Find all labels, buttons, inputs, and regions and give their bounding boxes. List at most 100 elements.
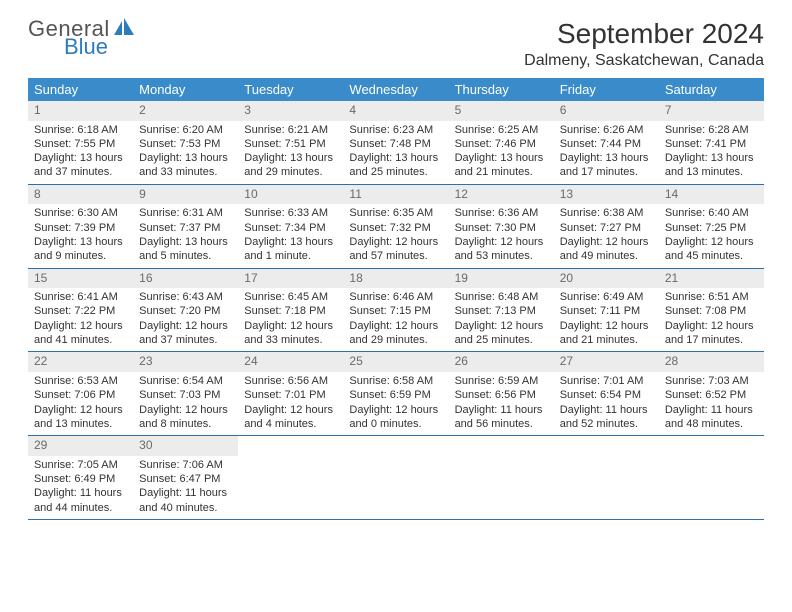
- day-body: Sunrise: 6:59 AMSunset: 6:56 PMDaylight:…: [449, 372, 554, 435]
- day-cell: 21Sunrise: 6:51 AMSunset: 7:08 PMDayligh…: [659, 269, 764, 352]
- daylight-line: Daylight: 11 hours and 52 minutes.: [560, 403, 653, 432]
- week-row: 15Sunrise: 6:41 AMSunset: 7:22 PMDayligh…: [28, 269, 764, 353]
- day-cell: 12Sunrise: 6:36 AMSunset: 7:30 PMDayligh…: [449, 185, 554, 268]
- sunset-line: Sunset: 6:49 PM: [34, 472, 127, 486]
- day-number: 4: [343, 101, 448, 121]
- day-number: 7: [659, 101, 764, 121]
- sunset-line: Sunset: 7:39 PM: [34, 221, 127, 235]
- day-body: Sunrise: 6:35 AMSunset: 7:32 PMDaylight:…: [343, 204, 448, 267]
- day-cell: 17Sunrise: 6:45 AMSunset: 7:18 PMDayligh…: [238, 269, 343, 352]
- sunrise-line: Sunrise: 6:31 AM: [139, 206, 232, 220]
- weekday-header: Saturday: [659, 78, 764, 101]
- week-row: 29Sunrise: 7:05 AMSunset: 6:49 PMDayligh…: [28, 436, 764, 520]
- day-number: 25: [343, 352, 448, 372]
- day-number: 24: [238, 352, 343, 372]
- daylight-line: Daylight: 12 hours and 25 minutes.: [455, 319, 548, 348]
- weeks-container: 1Sunrise: 6:18 AMSunset: 7:55 PMDaylight…: [28, 101, 764, 520]
- day-cell: 23Sunrise: 6:54 AMSunset: 7:03 PMDayligh…: [133, 352, 238, 435]
- daylight-line: Daylight: 12 hours and 0 minutes.: [349, 403, 442, 432]
- daylight-line: Daylight: 11 hours and 44 minutes.: [34, 486, 127, 515]
- daylight-line: Daylight: 12 hours and 57 minutes.: [349, 235, 442, 264]
- daylight-line: Daylight: 13 hours and 17 minutes.: [560, 151, 653, 180]
- day-body: Sunrise: 6:54 AMSunset: 7:03 PMDaylight:…: [133, 372, 238, 435]
- day-cell: 29Sunrise: 7:05 AMSunset: 6:49 PMDayligh…: [28, 436, 133, 519]
- empty-cell: [659, 436, 764, 519]
- day-cell: 30Sunrise: 7:06 AMSunset: 6:47 PMDayligh…: [133, 436, 238, 519]
- daylight-line: Daylight: 12 hours and 53 minutes.: [455, 235, 548, 264]
- day-number: 6: [554, 101, 659, 121]
- daylight-line: Daylight: 13 hours and 37 minutes.: [34, 151, 127, 180]
- day-body: Sunrise: 6:25 AMSunset: 7:46 PMDaylight:…: [449, 121, 554, 184]
- day-number: 13: [554, 185, 659, 205]
- day-body: Sunrise: 6:21 AMSunset: 7:51 PMDaylight:…: [238, 121, 343, 184]
- sunrise-line: Sunrise: 6:45 AM: [244, 290, 337, 304]
- day-number: 17: [238, 269, 343, 289]
- day-cell: 10Sunrise: 6:33 AMSunset: 7:34 PMDayligh…: [238, 185, 343, 268]
- sunset-line: Sunset: 7:08 PM: [665, 304, 758, 318]
- sunrise-line: Sunrise: 6:56 AM: [244, 374, 337, 388]
- daylight-line: Daylight: 11 hours and 48 minutes.: [665, 403, 758, 432]
- weekday-header-row: Sunday Monday Tuesday Wednesday Thursday…: [28, 78, 764, 101]
- daylight-line: Daylight: 13 hours and 5 minutes.: [139, 235, 232, 264]
- day-cell: 26Sunrise: 6:59 AMSunset: 6:56 PMDayligh…: [449, 352, 554, 435]
- week-row: 1Sunrise: 6:18 AMSunset: 7:55 PMDaylight…: [28, 101, 764, 185]
- day-cell: 20Sunrise: 6:49 AMSunset: 7:11 PMDayligh…: [554, 269, 659, 352]
- sunrise-line: Sunrise: 6:51 AM: [665, 290, 758, 304]
- day-body: Sunrise: 6:46 AMSunset: 7:15 PMDaylight:…: [343, 288, 448, 351]
- sunrise-line: Sunrise: 6:49 AM: [560, 290, 653, 304]
- sunrise-line: Sunrise: 6:28 AM: [665, 123, 758, 137]
- day-cell: 1Sunrise: 6:18 AMSunset: 7:55 PMDaylight…: [28, 101, 133, 184]
- sunrise-line: Sunrise: 6:21 AM: [244, 123, 337, 137]
- sunrise-line: Sunrise: 6:53 AM: [34, 374, 127, 388]
- day-cell: 6Sunrise: 6:26 AMSunset: 7:44 PMDaylight…: [554, 101, 659, 184]
- day-body: Sunrise: 6:33 AMSunset: 7:34 PMDaylight:…: [238, 204, 343, 267]
- day-cell: 28Sunrise: 7:03 AMSunset: 6:52 PMDayligh…: [659, 352, 764, 435]
- day-cell: 27Sunrise: 7:01 AMSunset: 6:54 PMDayligh…: [554, 352, 659, 435]
- day-cell: 2Sunrise: 6:20 AMSunset: 7:53 PMDaylight…: [133, 101, 238, 184]
- sunrise-line: Sunrise: 6:35 AM: [349, 206, 442, 220]
- logo-word2: Blue: [64, 36, 108, 58]
- day-body: Sunrise: 6:36 AMSunset: 7:30 PMDaylight:…: [449, 204, 554, 267]
- day-number: 26: [449, 352, 554, 372]
- day-number: 10: [238, 185, 343, 205]
- day-number: 16: [133, 269, 238, 289]
- day-number: 5: [449, 101, 554, 121]
- empty-cell: [238, 436, 343, 519]
- weekday-header: Friday: [554, 78, 659, 101]
- day-number: 27: [554, 352, 659, 372]
- day-cell: 25Sunrise: 6:58 AMSunset: 6:59 PMDayligh…: [343, 352, 448, 435]
- page-subtitle: Dalmeny, Saskatchewan, Canada: [524, 52, 764, 70]
- day-cell: 18Sunrise: 6:46 AMSunset: 7:15 PMDayligh…: [343, 269, 448, 352]
- sunset-line: Sunset: 7:34 PM: [244, 221, 337, 235]
- sunrise-line: Sunrise: 6:58 AM: [349, 374, 442, 388]
- sunrise-line: Sunrise: 7:03 AM: [665, 374, 758, 388]
- day-number: 3: [238, 101, 343, 121]
- day-number: 18: [343, 269, 448, 289]
- sunset-line: Sunset: 7:22 PM: [34, 304, 127, 318]
- daylight-line: Daylight: 13 hours and 29 minutes.: [244, 151, 337, 180]
- day-number: 20: [554, 269, 659, 289]
- day-number: 11: [343, 185, 448, 205]
- day-cell: 7Sunrise: 6:28 AMSunset: 7:41 PMDaylight…: [659, 101, 764, 184]
- empty-cell: [449, 436, 554, 519]
- daylight-line: Daylight: 12 hours and 13 minutes.: [34, 403, 127, 432]
- weekday-header: Sunday: [28, 78, 133, 101]
- sunset-line: Sunset: 7:25 PM: [665, 221, 758, 235]
- day-body: Sunrise: 6:56 AMSunset: 7:01 PMDaylight:…: [238, 372, 343, 435]
- day-number: 1: [28, 101, 133, 121]
- sunset-line: Sunset: 7:32 PM: [349, 221, 442, 235]
- day-number: 14: [659, 185, 764, 205]
- week-row: 22Sunrise: 6:53 AMSunset: 7:06 PMDayligh…: [28, 352, 764, 436]
- daylight-line: Daylight: 11 hours and 40 minutes.: [139, 486, 232, 515]
- daylight-line: Daylight: 12 hours and 4 minutes.: [244, 403, 337, 432]
- daylight-line: Daylight: 11 hours and 56 minutes.: [455, 403, 548, 432]
- day-cell: 3Sunrise: 6:21 AMSunset: 7:51 PMDaylight…: [238, 101, 343, 184]
- sunset-line: Sunset: 7:53 PM: [139, 137, 232, 151]
- day-number: 28: [659, 352, 764, 372]
- empty-cell: [343, 436, 448, 519]
- week-row: 8Sunrise: 6:30 AMSunset: 7:39 PMDaylight…: [28, 185, 764, 269]
- day-body: Sunrise: 6:31 AMSunset: 7:37 PMDaylight:…: [133, 204, 238, 267]
- daylight-line: Daylight: 12 hours and 37 minutes.: [139, 319, 232, 348]
- sunrise-line: Sunrise: 6:54 AM: [139, 374, 232, 388]
- daylight-line: Daylight: 13 hours and 9 minutes.: [34, 235, 127, 264]
